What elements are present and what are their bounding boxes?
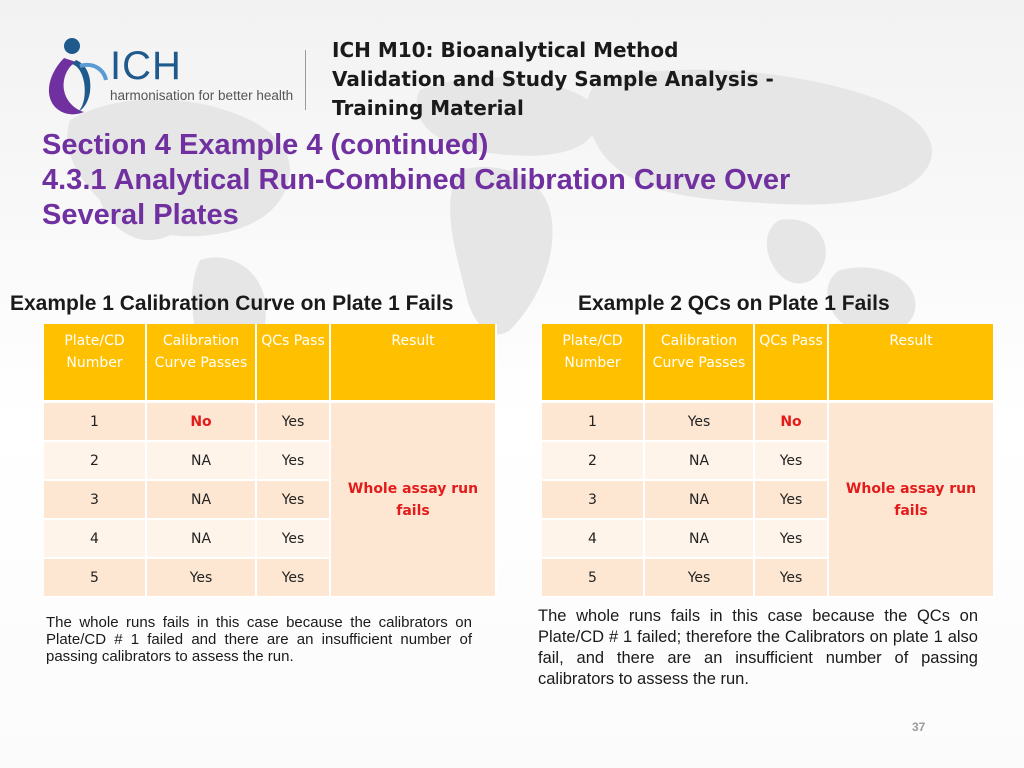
cell-qcs: Yes [754, 441, 829, 481]
example-2-table: Plate/CD Number Calibration Curve Passes… [542, 324, 995, 598]
logo-wordmark: ICH [110, 44, 182, 88]
column-header-qcs: QCs Pass [256, 324, 331, 403]
table-row: 3 NA Yes [44, 480, 496, 520]
cell-plate: 5 [542, 558, 645, 598]
table-row: 1 Yes No Whole assay run fails [542, 401, 995, 598]
section-title-line-3: Several Plates [42, 199, 239, 231]
example-1-heading: Example 1 Calibration Curve on Plate 1 F… [10, 292, 454, 315]
cell-calibration: NA [146, 519, 257, 559]
ich-logo-text: ICH harmonisation for better health [110, 46, 293, 103]
cell-calibration: NA [644, 441, 755, 481]
cell-plate: 5 [44, 558, 147, 598]
cell-qcs: Yes [256, 441, 331, 481]
column-header-plate: Plate/CD Number [44, 324, 147, 403]
cell-plate: 1 [542, 401, 645, 442]
cell-plate: 3 [542, 480, 645, 520]
column-header-qcs: QCs Pass [754, 324, 829, 403]
ich-logo-icon [48, 38, 108, 115]
cell-plate: 4 [44, 519, 147, 559]
example-1-note: The whole runs fails in this case becaus… [46, 614, 472, 665]
table-row: 1 No Yes Whole assay run fails [44, 401, 497, 598]
cell-calibration: NA [146, 480, 257, 520]
cell-calibration: NA [146, 441, 257, 481]
column-header-calibration: Calibration Curve Passes [146, 324, 257, 403]
table-row: 4 NA Yes [44, 519, 496, 559]
cell-qcs: Yes [256, 401, 331, 442]
document-title-line-1: ICH M10: Bioanalytical Method [332, 38, 679, 62]
section-title: Section 4 Example 4 (continued) 4.3.1 An… [42, 128, 942, 233]
example-1-table: Plate/CD Number Calibration Curve Passes… [44, 324, 497, 598]
cell-plate: 3 [44, 480, 147, 520]
document-title-line-3: Training Material [332, 96, 524, 120]
cell-plate: 1 [44, 401, 147, 442]
column-header-calibration: Calibration Curve Passes [644, 324, 755, 403]
table-row: 3 NA Yes [542, 480, 994, 520]
section-title-line-1: Section 4 Example 4 (continued) [42, 129, 489, 161]
cell-calibration: NA [644, 480, 755, 520]
document-title-line-2: Validation and Study Sample Analysis - [332, 67, 774, 91]
cell-qcs: Yes [754, 558, 829, 598]
cell-calibration: Yes [644, 558, 755, 598]
cell-qcs: No [754, 401, 829, 442]
cell-calibration: Yes [146, 558, 257, 598]
cell-qcs: Yes [754, 519, 829, 559]
cell-result: Whole assay run fails [330, 401, 497, 598]
page-number: 37 [912, 720, 926, 734]
cell-calibration: Yes [644, 401, 755, 442]
table-row: 5 Yes Yes [542, 558, 994, 598]
table-header-row: Plate/CD Number Calibration Curve Passes… [44, 324, 497, 403]
header-divider [305, 50, 306, 110]
table-row: 5 Yes Yes [44, 558, 496, 598]
example-2-heading: Example 2 QCs on Plate 1 Fails [578, 292, 890, 315]
cell-qcs: Yes [256, 480, 331, 520]
section-title-line-2: 4.3.1 Analytical Run-Combined Calibratio… [42, 164, 791, 196]
cell-calibration: NA [644, 519, 755, 559]
cell-plate: 4 [542, 519, 645, 559]
table-row: 4 NA Yes [542, 519, 994, 559]
cell-plate: 2 [44, 441, 147, 481]
cell-qcs: Yes [256, 519, 331, 559]
cell-result: Whole assay run fails [828, 401, 995, 598]
cell-qcs: Yes [754, 480, 829, 520]
table-header-row: Plate/CD Number Calibration Curve Passes… [542, 324, 995, 403]
document-title: ICH M10: Bioanalytical Method Validation… [332, 36, 812, 123]
example-2-note: The whole runs fails in this case becaus… [538, 607, 978, 688]
column-header-result: Result [828, 324, 995, 403]
cell-qcs: Yes [256, 558, 331, 598]
table-row: 2 NA Yes [44, 441, 496, 481]
cell-plate: 2 [542, 441, 645, 481]
table-row: 2 NA Yes [542, 441, 994, 481]
column-header-plate: Plate/CD Number [542, 324, 645, 403]
cell-calibration: No [146, 401, 257, 442]
column-header-result: Result [330, 324, 497, 403]
logo-tagline: harmonisation for better health [110, 88, 294, 103]
